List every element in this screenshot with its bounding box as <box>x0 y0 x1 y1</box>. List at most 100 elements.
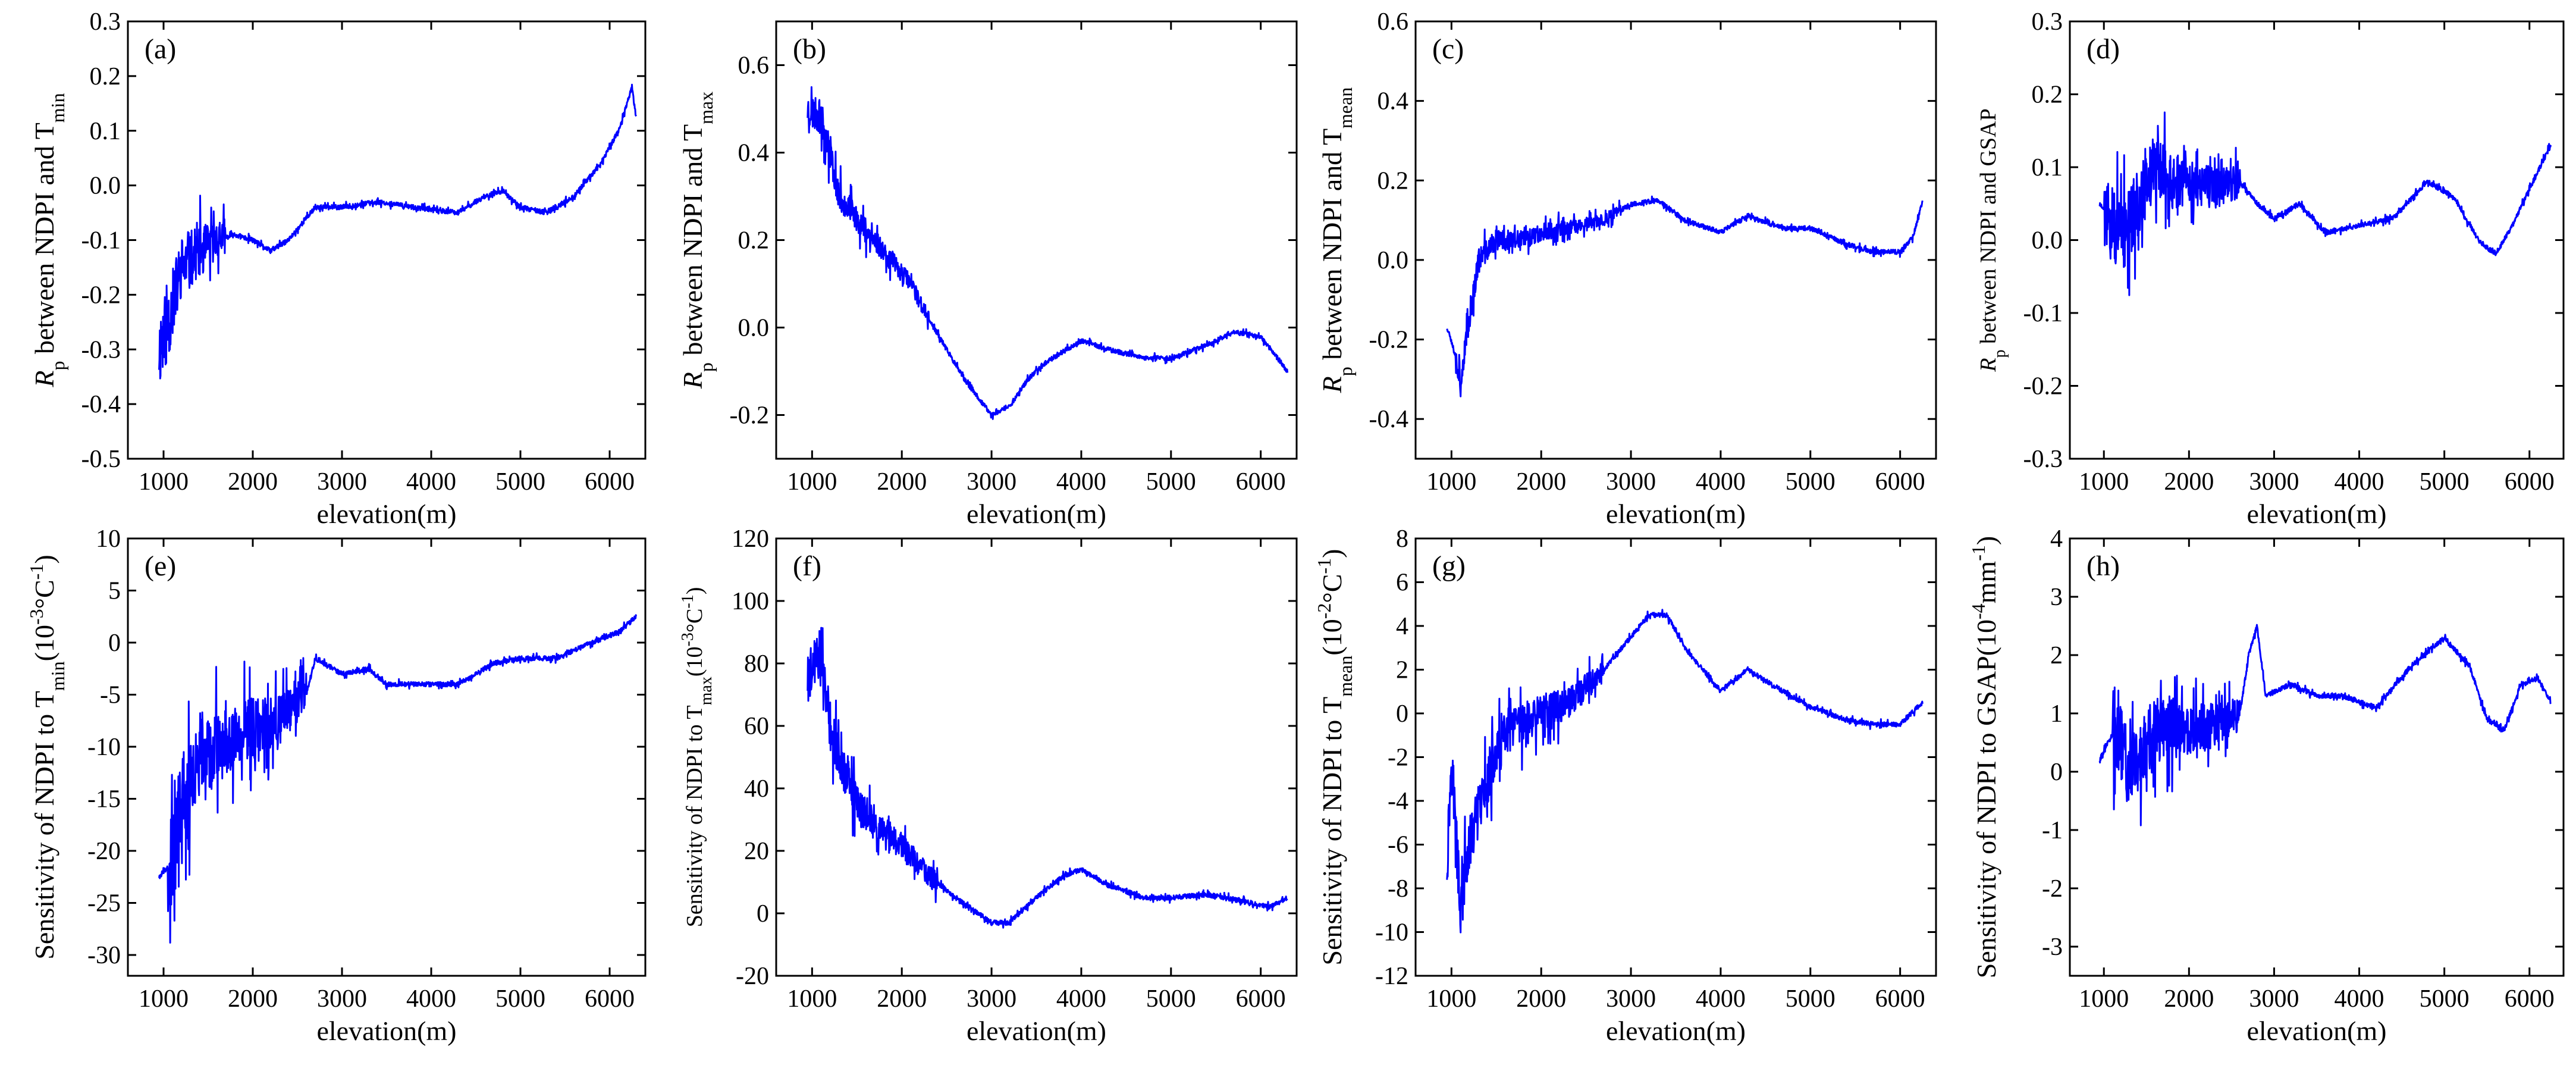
y-tick-label: 0 <box>108 630 121 657</box>
y-tick-label: 100 <box>732 588 769 615</box>
x-tick-label: 2000 <box>1516 468 1566 496</box>
series-line <box>807 86 1289 420</box>
x-tick-label: 4000 <box>2335 985 2384 1013</box>
y-tick-label: -3 <box>2042 934 2063 961</box>
x-tick-label: 5000 <box>495 468 545 496</box>
x-tick-label: 5000 <box>2420 468 2470 496</box>
y-axis-title: Sensitivity of NDPI to Tmax(10-3°C-1) <box>679 587 716 928</box>
y-tick-label: 0.0 <box>90 173 121 200</box>
x-tick-label: 3000 <box>1606 985 1656 1013</box>
x-tick-label: 4000 <box>1056 468 1106 496</box>
y-tick-label: -20 <box>736 963 769 990</box>
y-tick-label: -0.3 <box>81 336 121 364</box>
y-axis-title: Sensitivity of NDPI to Tmin(10-3°C-1) <box>26 555 68 959</box>
series-line <box>158 83 637 380</box>
y-tick-label: -2 <box>1388 744 1408 772</box>
y-tick-label: 8 <box>1396 525 1408 553</box>
chart-panel-7: 1000 2000 3000 4000 5000 6000 -12 -10 -8 -6 -4 -2 0 2… <box>1313 525 1937 1046</box>
panel-label: (d) <box>2086 33 2120 65</box>
series-line <box>1446 609 1924 934</box>
x-tick-label: 1000 <box>787 985 837 1013</box>
chart-panel-1: 1000 2000 3000 4000 5000 6000 -0.5 -0.4 -0.3 -0.2… <box>29 8 647 529</box>
y-tick-label: 2 <box>1396 657 1408 684</box>
x-tick-label: 2000 <box>1516 985 1566 1013</box>
y-tick-label: -0.2 <box>1369 327 1409 354</box>
y-tick-label: -0.1 <box>2023 300 2063 327</box>
y-tick-label: 0.2 <box>738 227 770 255</box>
x-tick-label: 2000 <box>228 468 278 496</box>
x-tick-label: 5000 <box>1146 468 1196 496</box>
plot-frame <box>1414 20 1937 460</box>
y-tick-label: 0.1 <box>2032 154 2063 181</box>
y-tick-label: -0.4 <box>1369 406 1409 433</box>
plot-frame <box>127 537 647 977</box>
y-tick-label: 0.0 <box>2032 227 2063 255</box>
y-axis-title: Rp between NDPI and GSAP <box>1976 108 2009 372</box>
chart-panel-6: 1000 2000 3000 4000 5000 6000 -20 0 20 40 60 80 100 1… <box>679 525 1298 1046</box>
x-tick-label: 3000 <box>317 985 367 1013</box>
x-axis-title: elevation(m) <box>1606 499 1746 529</box>
x-tick-label: 6000 <box>1236 985 1286 1013</box>
chart-panel-8: 1000 2000 3000 4000 5000 6000 -3 -2 -1 0 1 2 3 4 eleva… <box>1968 525 2565 1046</box>
y-tick-label: -1 <box>2042 817 2063 844</box>
series-line <box>2098 624 2552 826</box>
y-tick-label: -4 <box>1388 788 1408 815</box>
x-tick-label: 3000 <box>2249 985 2299 1013</box>
y-tick-label: 1 <box>2050 700 2063 728</box>
chart-panel-2: 1000 2000 3000 4000 5000 6000 -0.2 0.0 0.2 0.4 0.6… <box>677 20 1298 529</box>
panel-label: (h) <box>2086 550 2120 582</box>
y-tick-label: -6 <box>1388 832 1408 859</box>
y-tick-label: -8 <box>1388 875 1408 903</box>
x-axis-title: elevation(m) <box>2246 499 2386 529</box>
y-tick-label: 2 <box>2050 642 2063 669</box>
y-tick-label: 0 <box>757 900 769 928</box>
series-line <box>2098 111 2552 296</box>
x-tick-label: 6000 <box>1875 985 1925 1013</box>
y-tick-label: 6 <box>1396 569 1408 597</box>
x-axis-title: elevation(m) <box>1606 1016 1746 1046</box>
y-axis-title: Rp between NDPI and Tmean <box>1317 87 1356 394</box>
x-tick-label: 4000 <box>1696 985 1746 1013</box>
y-tick-label: -0.2 <box>81 281 121 309</box>
x-tick-label: 5000 <box>1146 985 1196 1013</box>
y-tick-label: -0.3 <box>2023 446 2063 473</box>
y-tick-label: -0.2 <box>730 402 770 430</box>
series-line <box>1446 195 1924 397</box>
y-tick-label: 0.0 <box>1378 247 1409 274</box>
x-tick-label: 4000 <box>1056 985 1106 1013</box>
y-tick-label: -5 <box>100 682 121 709</box>
series-line <box>807 627 1288 929</box>
y-tick-label: -0.1 <box>81 227 121 255</box>
x-tick-label: 1000 <box>787 468 837 496</box>
x-tick-label: 6000 <box>585 985 635 1013</box>
x-tick-label: 3000 <box>967 468 1016 496</box>
series-line <box>158 614 638 944</box>
y-tick-label: 0 <box>2050 759 2063 786</box>
y-tick-label: 0.1 <box>90 118 121 145</box>
panel-label: (g) <box>1432 550 1466 582</box>
y-tick-label: 0.2 <box>90 63 121 90</box>
x-tick-label: 1000 <box>2079 985 2129 1013</box>
x-tick-label: 5000 <box>1786 985 1835 1013</box>
x-tick-label: 6000 <box>585 468 635 496</box>
x-tick-label: 6000 <box>2505 468 2555 496</box>
y-tick-label: 0.3 <box>90 8 121 36</box>
x-tick-label: 2000 <box>2164 985 2214 1013</box>
plot-frame <box>2069 537 2565 977</box>
chart-panel-3: 1000 2000 3000 4000 5000 6000 -0.4 -0.2 0.0 0.2 0.… <box>1317 8 1937 529</box>
y-tick-label: -0.4 <box>81 391 121 418</box>
plot-frame <box>775 537 1298 977</box>
x-tick-label: 2000 <box>877 985 927 1013</box>
y-tick-label: 80 <box>744 650 769 678</box>
y-tick-label: 0.3 <box>2032 8 2063 36</box>
y-axis-title: Rp between NDPI and Tmin <box>29 93 68 387</box>
chart-panel-5: 1000 2000 3000 4000 5000 6000 -30 -25 -20 -15 -10 -… <box>26 525 647 1046</box>
x-tick-label: 5000 <box>495 985 545 1013</box>
x-tick-label: 5000 <box>2420 985 2470 1013</box>
x-tick-label: 6000 <box>2505 985 2555 1013</box>
x-tick-label: 2000 <box>2164 468 2214 496</box>
plot-frame <box>2069 20 2565 460</box>
y-tick-label: 10 <box>96 525 121 553</box>
x-tick-label: 4000 <box>1696 468 1746 496</box>
